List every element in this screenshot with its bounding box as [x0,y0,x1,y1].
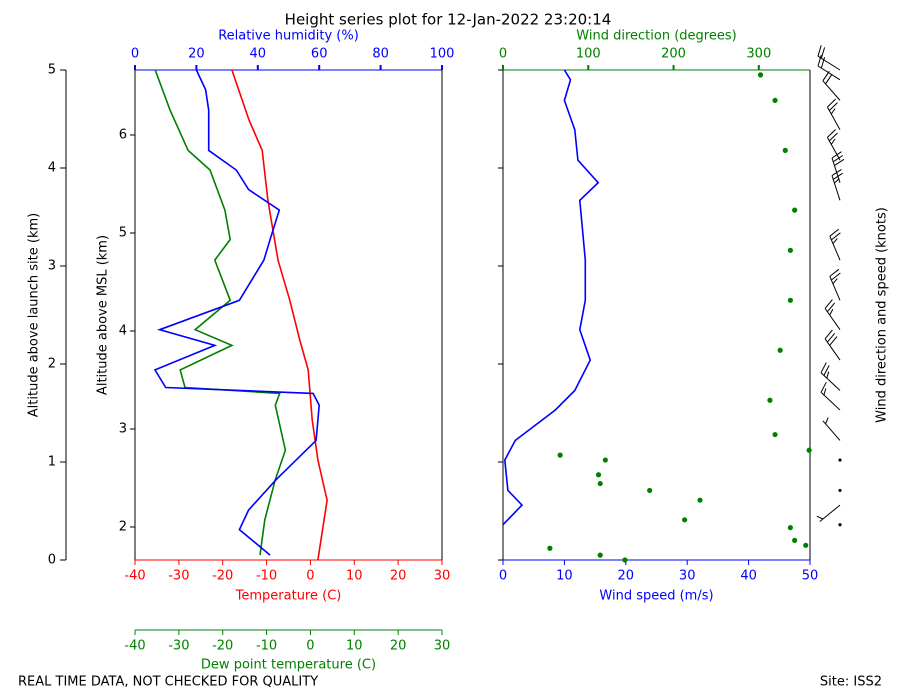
wind-direction-point [777,347,783,353]
wind-direction-point [697,497,703,503]
x-tick-label: 50 [802,569,819,584]
x-tick-label: 100 [576,47,601,62]
wind-barb [824,299,841,330]
wind-direction-point [595,472,602,478]
y2-tick-label: 4 [119,323,127,338]
y2-axis-label: Altitude above MSL (km) [96,235,111,395]
x-tick-label: -30 [168,569,189,584]
footer-note: REAL TIME DATA, NOT CHECKED FOR QUALITY [18,675,318,690]
y-tick-label: 1 [48,455,56,470]
x-tick-label: 300 [746,47,771,62]
y2-tick-label: 3 [119,421,127,436]
x-tick-label: 0 [499,569,507,584]
wind-barb [816,504,841,522]
x-tick-label: -40 [124,569,145,584]
x-tick-label: -30 [168,639,189,654]
barb-axis-label: Wind direction and speed (knots) [875,207,890,423]
wind-barb [817,54,841,81]
x-tick-label: 200 [661,47,686,62]
wind-direction-point [806,447,812,453]
x-tick-label: 0 [131,47,139,62]
profile-line [231,69,328,561]
x-tick-label: 10 [346,639,363,654]
site-label: Site: ISS2 [820,675,882,690]
profile-line [154,69,287,556]
wind-direction-point [787,525,793,531]
wind-direction-point [647,487,653,494]
wind-barb-calm [838,523,842,527]
y2-tick-label: 6 [119,127,127,142]
x-tick-label: 20 [618,569,635,584]
x-tick-label: -10 [256,639,277,654]
x-tick-label: 10 [556,569,573,584]
profile-line [153,69,321,556]
wind-direction-point [787,247,793,253]
wind-direction-point [602,457,608,463]
x-tick-label: -40 [124,639,145,654]
x-tick-label: 0 [306,639,314,654]
wind-direction-point [803,542,809,548]
y2-tick-label: 2 [119,519,127,534]
wind-barb [820,362,841,391]
wind-barb-calm [838,488,842,493]
wind-direction-point [792,207,798,213]
wind-direction-point [787,297,793,303]
x-axis-label: Dew point temperature (C) [201,658,376,673]
wind-barb [822,71,841,101]
wind-direction-point [757,72,764,78]
y2-tick-label: 5 [119,225,127,240]
x-tick-label: 30 [679,569,696,584]
x-tick-label: 40 [250,47,267,62]
x-tick-label: 10 [346,569,363,584]
x-tick-label: 100 [430,47,455,62]
wind-direction-point [767,397,773,403]
x-tick-label: 0 [499,47,507,62]
wind-direction-point [792,537,798,544]
x-tick-label: 40 [740,569,757,584]
y-tick-label: 2 [48,357,56,372]
x-tick-label: 60 [311,47,328,62]
profile-line [502,69,600,526]
x-tick-label: -20 [212,569,233,584]
wind-barb [829,228,841,261]
x-tick-label: 0 [306,569,314,584]
x-axis-label: Temperature (C) [235,589,342,604]
x-tick-label: 20 [188,47,205,62]
figure-title: Height series plot for 12-Jan-2022 23:20… [285,11,612,29]
wind-barb [824,329,841,361]
wind-direction-point [772,431,778,438]
wind-barb [826,129,841,161]
y-tick-label: 4 [48,161,56,176]
wind-barb [822,417,841,441]
wind-direction-point [782,147,788,153]
wind-direction-point [597,552,603,558]
wind-direction-point [772,97,778,103]
wind-barb [826,98,841,131]
y-tick-label: 3 [48,259,56,274]
y-axis-label: Altitude above launch site (km) [27,213,42,417]
x-tick-label: 20 [390,639,407,654]
wind-direction-point [622,557,628,563]
x-tick-label: 30 [434,569,451,584]
wind-direction-point [597,480,603,487]
wind-direction-point [557,452,563,458]
wind-barb-calm [838,458,842,462]
x-tick-label: 30 [434,639,451,654]
wind-direction-point [682,517,688,523]
y-tick-label: 0 [48,553,56,568]
x-axis-label: Wind speed (m/s) [599,589,713,604]
wind-direction-point [547,545,553,551]
wind-barb [820,381,841,411]
x-tick-label: 20 [390,569,407,584]
y-tick-label: 5 [48,63,56,78]
wind-barb [829,268,841,301]
x-axis-label: Relative humidity (%) [218,29,359,44]
x-tick-label: 80 [372,47,389,62]
x-tick-label: -10 [256,569,277,584]
x-tick-label: -20 [212,639,233,654]
x-axis-label: Wind direction (degrees) [576,29,736,44]
wind-barb [817,45,841,71]
